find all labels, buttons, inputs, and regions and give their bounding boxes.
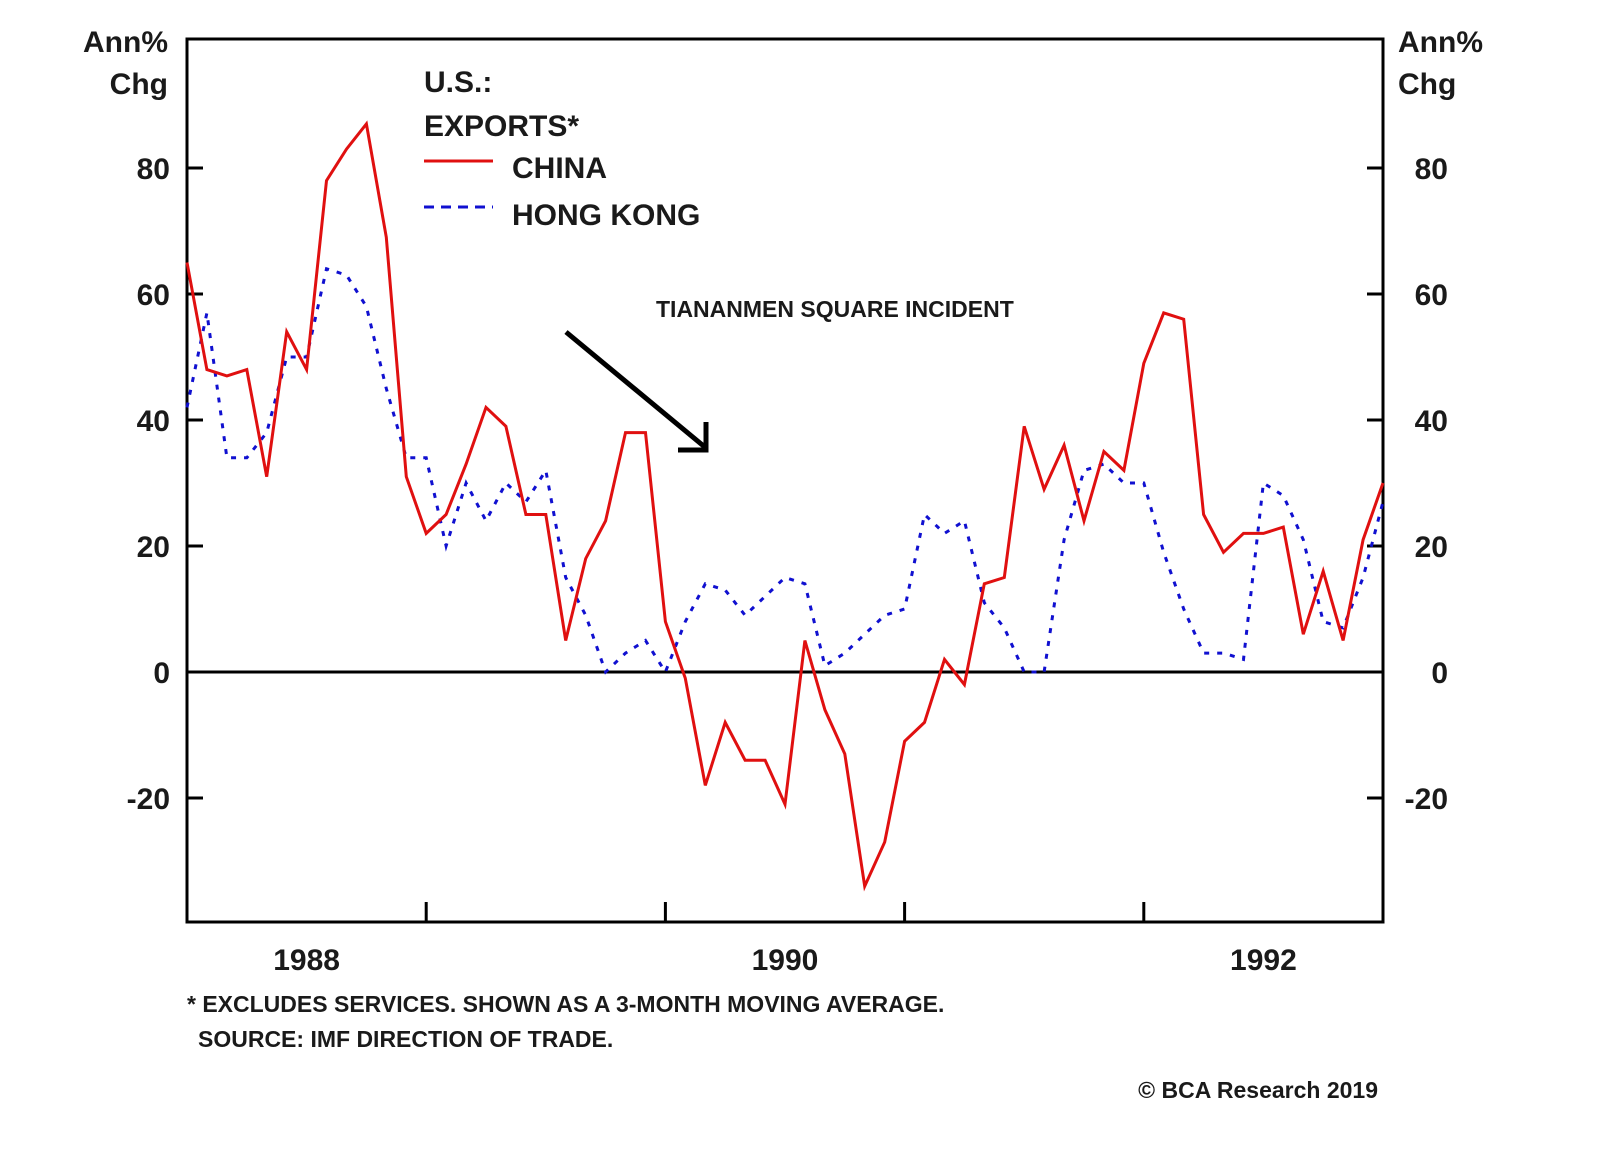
x-tick-label: 1990 bbox=[752, 944, 819, 977]
y-tick-label-right: 0 bbox=[1431, 657, 1448, 690]
footnote-excludes-services: * EXCLUDES SERVICES. SHOWN AS A 3-MONTH … bbox=[187, 991, 944, 1017]
legend-title-line2: EXPORTS* bbox=[424, 110, 579, 143]
x-tick-label: 1988 bbox=[273, 944, 340, 977]
series-line-china bbox=[185, 120, 1385, 892]
y-axis-label-right-line2: Chg bbox=[1398, 68, 1456, 101]
annotation-text: TIANANMEN SQUARE INCIDENT bbox=[656, 296, 1014, 322]
series-line-hong-kong bbox=[185, 266, 1385, 676]
y-tick-label-left: 0 bbox=[153, 657, 170, 690]
legend-label-china: CHINA bbox=[512, 152, 607, 185]
annotation-arrow-shaft bbox=[564, 330, 708, 450]
y-tick-label-left: 60 bbox=[137, 279, 170, 312]
y-tick-label-right: -20 bbox=[1405, 783, 1448, 816]
y-axis-label-right-line1: Ann% bbox=[1398, 26, 1483, 59]
y-axis-label-left-line1: Ann% bbox=[83, 26, 168, 59]
x-tick-label: 1992 bbox=[1230, 944, 1297, 977]
y-tick-label-right: 80 bbox=[1415, 153, 1448, 186]
y-tick-label-right: 20 bbox=[1415, 531, 1448, 564]
footnote-source: SOURCE: IMF DIRECTION OF TRADE. bbox=[198, 1026, 613, 1052]
legend-title-line1: U.S.: bbox=[424, 66, 492, 99]
plot-frame bbox=[185, 37, 1385, 924]
y-tick-label-left: 80 bbox=[137, 153, 170, 186]
y-tick-label-right: 40 bbox=[1415, 405, 1448, 438]
y-axis-label-left-line2: Chg bbox=[110, 68, 168, 101]
y-tick-label-left: -20 bbox=[127, 783, 170, 816]
credit: © BCA Research 2019 bbox=[1138, 1077, 1378, 1103]
y-tick-label-left: 40 bbox=[137, 405, 170, 438]
y-tick-label-right: 60 bbox=[1415, 279, 1448, 312]
annotation-arrow-head bbox=[678, 422, 709, 453]
y-tick-label-left: 20 bbox=[137, 531, 170, 564]
annotation-arrow bbox=[564, 330, 709, 453]
legend-label-hong-kong: HONG KONG bbox=[512, 199, 700, 232]
